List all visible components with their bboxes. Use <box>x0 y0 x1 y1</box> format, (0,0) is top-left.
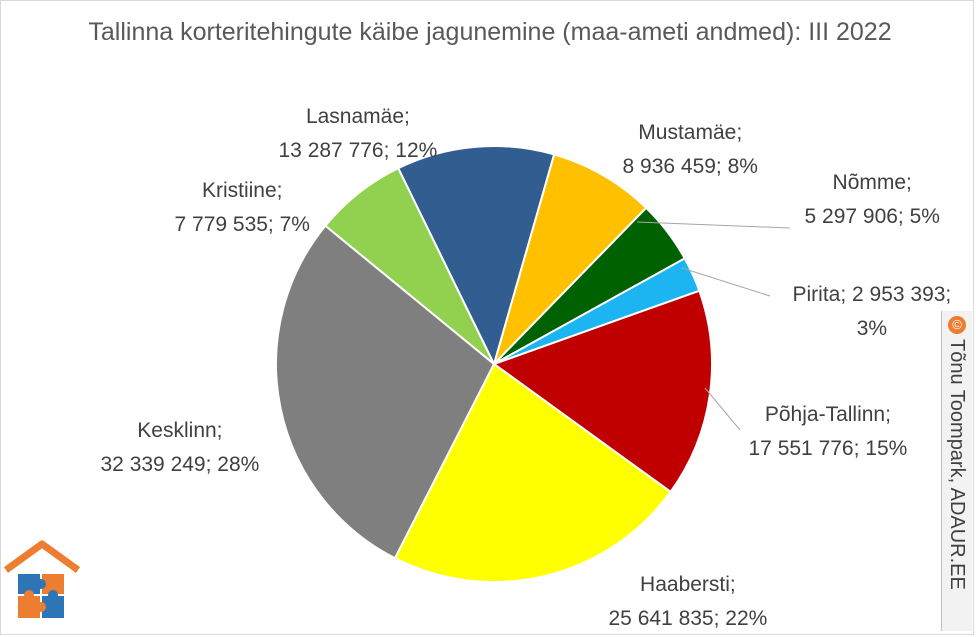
data-label-line: Lasnamäe; <box>305 105 410 128</box>
pie-slice-mustam-e <box>493 153 648 365</box>
data-label-line: 5 297 906; 5% <box>804 205 940 228</box>
logo-piece-1 <box>18 574 40 594</box>
logo-knob-2 <box>24 590 34 600</box>
data-label-line: 25 641 835; 22% <box>608 607 768 630</box>
data-label-n-mme: Nõmme; 5 297 906; 5% <box>805 166 940 234</box>
logo-piece-3 <box>18 596 40 618</box>
pie-slice-haabersti <box>393 362 672 583</box>
pie-slice-p-hja-tallinn <box>491 289 713 494</box>
logo-knob-1 <box>36 579 46 589</box>
credit-text: Tõnu Toompark, ADAUR.EE <box>946 339 968 590</box>
data-label-lasnam-e: Lasnamäe; 13 287 776; 12% <box>279 100 438 168</box>
copyright-icon: © <box>948 316 966 334</box>
pie-slice-kesklinn <box>275 224 496 560</box>
data-label-haabersti: Haabersti; 25 641 835; 22% <box>609 568 768 636</box>
logo-knob-4 <box>36 602 46 612</box>
data-label-kesklinn: Kesklinn; 32 339 249; 28% <box>101 414 260 482</box>
data-label-line: Mustamäe; <box>638 121 743 144</box>
data-label-mustam-e: Mustamäe; 8 936 459; 8% <box>623 116 758 184</box>
data-label-line: Haabersti; <box>640 573 736 596</box>
data-label-line: 7 779 535; 7% <box>174 213 310 236</box>
leader-line-pirita <box>681 267 771 297</box>
puzzle-house-logo <box>3 540 81 618</box>
data-label-line: 3% <box>856 317 888 340</box>
leader-line-p-hja-tallinn <box>704 387 741 431</box>
logo-piece-4 <box>42 596 64 618</box>
data-label-line: Põhja-Tallinn; <box>764 403 891 426</box>
data-label-line: 32 339 249; 28% <box>100 453 260 476</box>
data-label-pirita: Pirita; 2 953 393; 3% <box>793 278 952 346</box>
data-label-kristiine: Kristiine; 7 779 535; 7% <box>175 174 310 242</box>
data-label-line: 8 936 459; 8% <box>622 155 758 178</box>
chart-title: Tallinna korteritehingute käibe jagunemi… <box>88 18 892 46</box>
data-label-line: 13 287 776; 12% <box>278 139 438 162</box>
logo-roof <box>3 540 81 573</box>
data-label-line: Kesklinn; <box>137 419 223 442</box>
copyright-credit: © Tõnu Toompark, ADAUR.EE <box>941 311 972 631</box>
leader-line-n-mme <box>636 221 791 229</box>
data-label-line: 17 551 776; 15% <box>748 437 908 460</box>
logo-piece-2 <box>42 574 64 594</box>
logo-knob-3 <box>48 590 58 600</box>
data-label-p-hja-tallinn: Põhja-Tallinn; 17 551 776; 15% <box>749 398 908 466</box>
pie-slice-lasnam-e <box>396 145 556 367</box>
data-label-line: Pirita; 2 953 393; <box>792 283 952 306</box>
data-label-line: Kristiine; <box>201 179 283 202</box>
data-label-line: Nõmme; <box>832 171 912 194</box>
